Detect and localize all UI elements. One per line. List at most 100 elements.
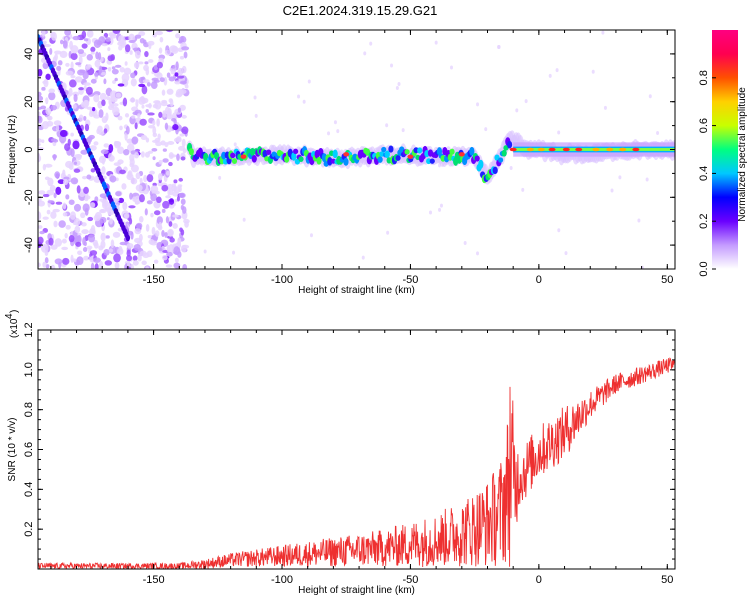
noise-blob xyxy=(62,202,67,210)
carrier-hotspot xyxy=(548,147,556,152)
noise-blob xyxy=(86,245,93,250)
noise-blob xyxy=(111,66,116,70)
noise-blob xyxy=(45,97,49,105)
noise-blob xyxy=(93,257,101,263)
track-core-blob xyxy=(492,166,498,175)
noise-speckle xyxy=(476,102,480,107)
x-tick-label: -50 xyxy=(402,574,418,586)
track-core-blob xyxy=(404,149,410,155)
noise-blob xyxy=(101,43,108,47)
noise-blob xyxy=(147,234,152,239)
noise-blob xyxy=(105,235,110,239)
noise-blob xyxy=(128,205,136,209)
noise-blob xyxy=(128,40,136,44)
y-tick-label: 40 xyxy=(23,48,35,60)
noise-blob xyxy=(101,99,106,107)
track-core-blob xyxy=(429,158,435,164)
noise-speckle xyxy=(557,130,561,135)
bottom-y-axis-label: SNR (10 * v/v) xyxy=(7,418,18,482)
noise-blob xyxy=(54,50,62,55)
noise-blob xyxy=(137,113,141,118)
colorbar-tick-label: 0.2 xyxy=(698,214,710,229)
noise-blob xyxy=(176,153,180,161)
noise-blob xyxy=(161,184,169,192)
noise-blob xyxy=(134,34,142,39)
noise-blob xyxy=(123,149,130,156)
noise-blob xyxy=(145,137,150,143)
track-core-blob xyxy=(327,157,333,166)
noise-blob xyxy=(83,241,87,247)
noise-blob xyxy=(91,106,96,112)
x-tick-label: 50 xyxy=(661,274,673,286)
noise-blob xyxy=(47,177,54,187)
noise-blob xyxy=(140,151,145,158)
noise-blob xyxy=(114,77,118,82)
noise-blob xyxy=(38,68,43,77)
colorbar-tick-label: 0.8 xyxy=(698,70,710,85)
noise-blob xyxy=(50,244,58,250)
noise-blob xyxy=(146,174,154,183)
noise-blob xyxy=(56,65,62,71)
noise-blob xyxy=(176,136,182,142)
noise-blob xyxy=(118,197,125,204)
noise-blob xyxy=(135,184,143,192)
track-core-blob xyxy=(230,152,236,159)
noise-blob xyxy=(167,141,175,145)
noise-blob xyxy=(117,35,125,45)
noise-blob xyxy=(86,30,94,38)
noise-blob xyxy=(38,138,43,143)
noise-speckle xyxy=(610,188,614,193)
noise-blob xyxy=(108,104,114,111)
noise-blob xyxy=(55,124,60,132)
noise-blob xyxy=(115,92,122,98)
noise-blob xyxy=(75,62,82,66)
noise-blob xyxy=(126,260,131,268)
noise-blob xyxy=(153,259,159,264)
track-core-blob xyxy=(298,156,304,162)
noise-blob xyxy=(161,208,166,214)
noise-blob xyxy=(156,61,163,69)
noise-blob xyxy=(81,229,89,235)
noise-blob xyxy=(70,148,75,158)
noise-blob xyxy=(51,31,57,41)
noise-blob xyxy=(108,98,113,106)
noise-blob xyxy=(50,264,56,269)
noise-speckle xyxy=(509,166,513,171)
noise-blob xyxy=(65,194,70,200)
noise-blob xyxy=(126,249,131,257)
noise-blob xyxy=(162,200,170,209)
noise-blob xyxy=(139,177,143,184)
noise-speckle xyxy=(327,131,331,136)
noise-blob xyxy=(124,61,128,66)
noise-blob xyxy=(112,106,120,116)
track-core-blob xyxy=(436,147,443,156)
noise-blob xyxy=(69,211,76,220)
noise-blob xyxy=(80,149,88,155)
track-core-blob xyxy=(293,148,299,155)
noise-blob xyxy=(38,142,41,147)
noise-blob xyxy=(63,178,69,186)
noise-blob xyxy=(94,59,101,68)
noise-blob xyxy=(72,104,77,109)
noise-blob xyxy=(145,104,152,108)
noise-blob xyxy=(59,39,64,45)
noise-blob xyxy=(129,50,133,55)
noise-blob xyxy=(44,163,53,168)
noise-speckle xyxy=(497,45,501,50)
x-tick-label: 50 xyxy=(661,574,673,586)
carrier-hotspot xyxy=(632,147,640,152)
noise-blob xyxy=(139,194,145,203)
noise-blob xyxy=(86,174,92,180)
noise-blob xyxy=(104,260,113,266)
noise-blob xyxy=(177,239,182,248)
noise-speckle xyxy=(637,218,641,223)
noise-blob xyxy=(168,98,173,103)
noise-speckle xyxy=(302,99,306,104)
noise-speckle xyxy=(369,41,373,46)
noise-blob xyxy=(119,67,126,73)
noise-blob xyxy=(86,106,93,110)
noise-speckle xyxy=(463,241,467,246)
noise-blob xyxy=(94,72,99,77)
noise-blob xyxy=(144,208,148,216)
noise-blob xyxy=(178,185,182,193)
